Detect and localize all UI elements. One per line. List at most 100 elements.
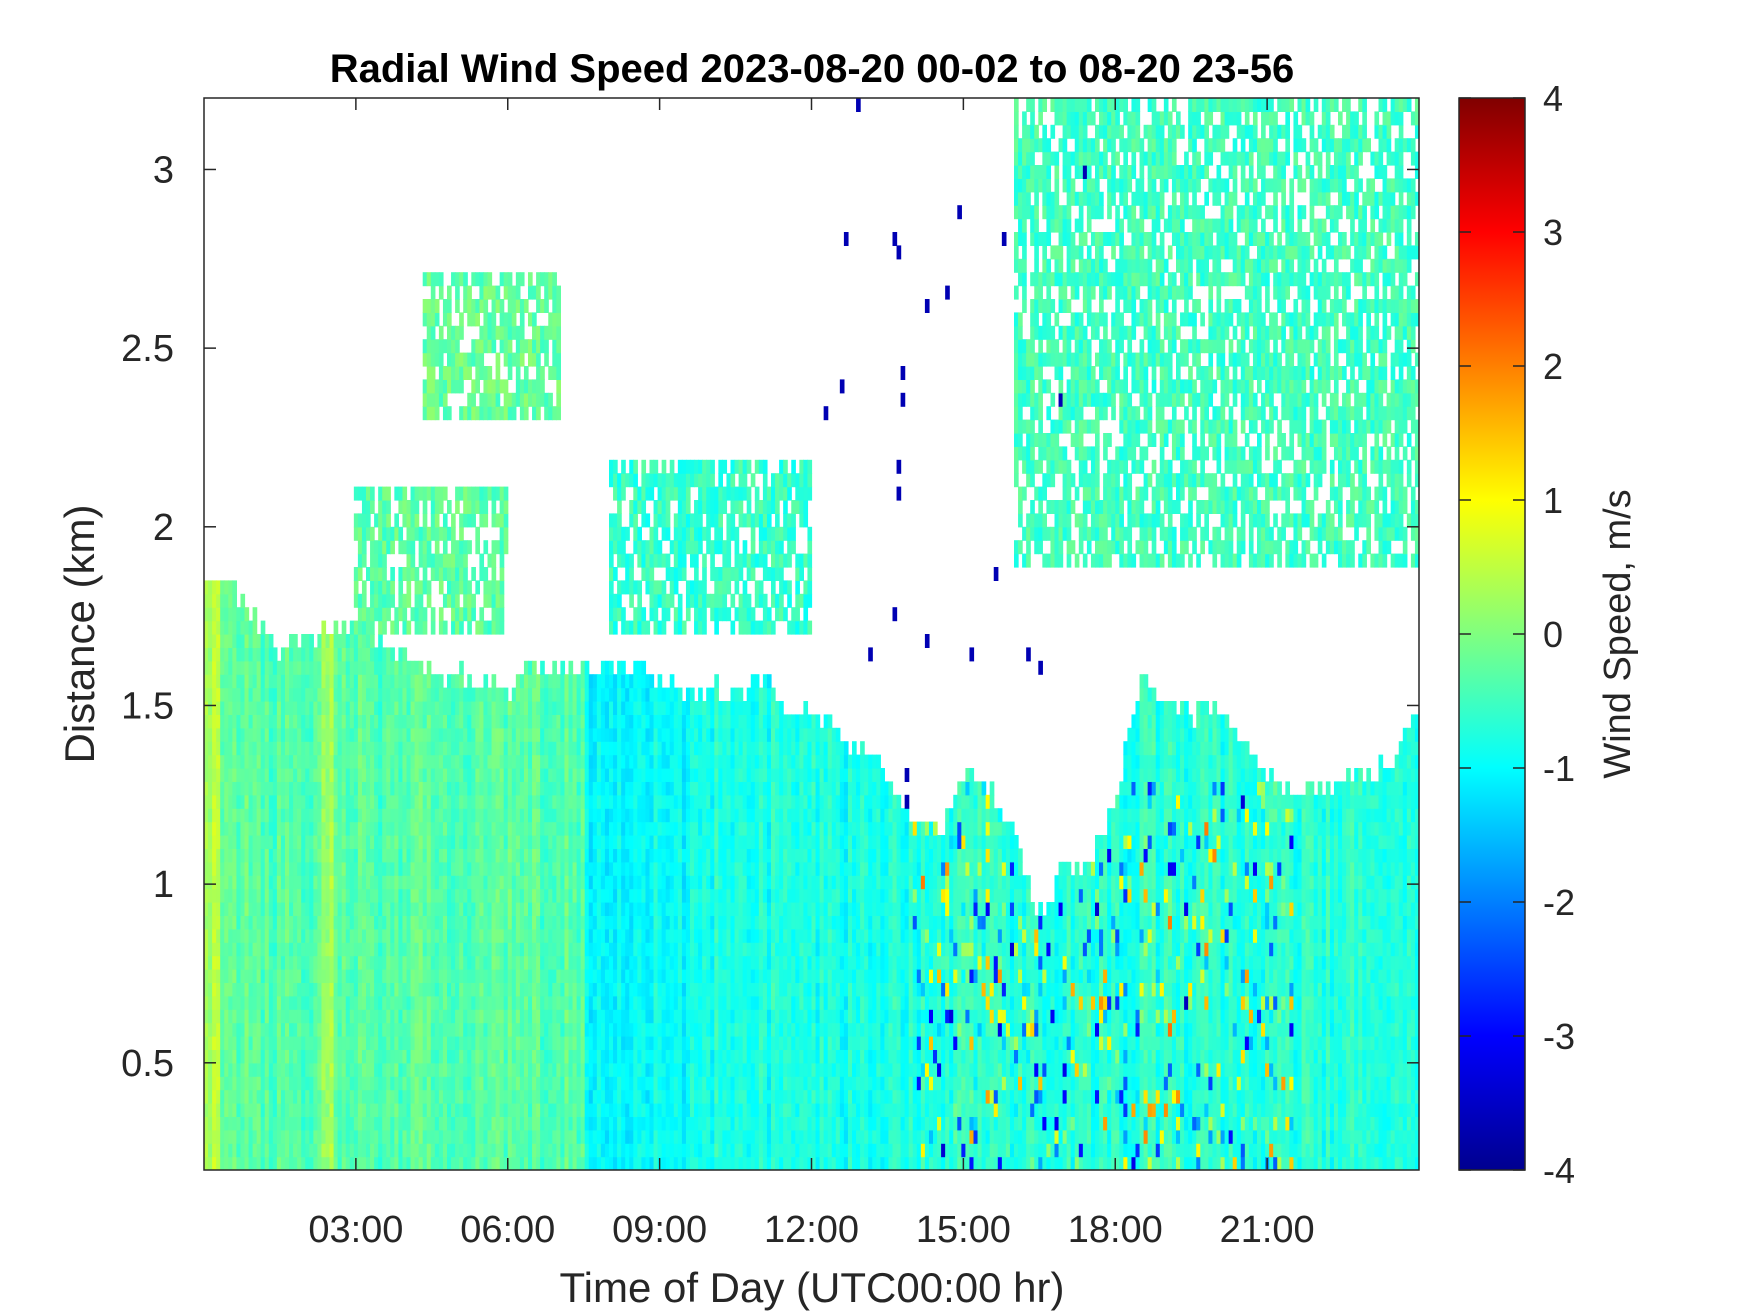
heatmap-cell — [422, 339, 428, 354]
heatmap-cell — [208, 794, 213, 809]
heatmap-cell — [236, 1076, 242, 1091]
heatmap-cell — [475, 272, 480, 287]
heatmap-cell — [609, 955, 614, 970]
heatmap-cell — [600, 835, 606, 849]
heatmap-cell — [499, 379, 505, 394]
heatmap-cell — [629, 580, 634, 595]
heatmap-cell — [349, 928, 355, 943]
heatmap-cell — [451, 821, 456, 836]
heatmap-cell — [451, 620, 456, 635]
heatmap-cell — [463, 1089, 468, 1104]
heatmap-cell — [600, 982, 606, 997]
heatmap-cell — [471, 942, 476, 957]
heatmap-cell — [305, 741, 310, 756]
heatmap-cell — [568, 875, 574, 890]
heatmap-cell — [276, 687, 282, 702]
heatmap-cell — [588, 1116, 594, 1131]
heatmap-cell — [560, 888, 566, 903]
heatmap-cell — [268, 928, 274, 943]
heatmap-cell — [499, 928, 505, 943]
heatmap-cell — [430, 928, 436, 943]
heatmap-cell — [337, 660, 343, 675]
heatmap-cell — [434, 982, 440, 997]
heatmap-cell — [515, 995, 521, 1010]
heatmap-cell — [609, 794, 614, 809]
heatmap-cell — [442, 741, 448, 756]
heatmap-cell — [370, 553, 375, 568]
heatmap-cell — [564, 995, 570, 1010]
heatmap-cell — [613, 1036, 618, 1050]
heatmap-cell — [301, 1049, 306, 1064]
heatmap-cell — [451, 902, 456, 916]
heatmap-cell — [272, 701, 278, 715]
heatmap-cell — [272, 942, 278, 957]
heatmap-cell — [289, 674, 294, 689]
heatmap-cell — [507, 1103, 513, 1117]
heatmap-cell — [260, 634, 266, 648]
heatmap-cell — [641, 995, 647, 1010]
heatmap-cell — [499, 741, 505, 756]
heatmap-cell — [617, 660, 622, 675]
heatmap-cell — [264, 768, 270, 782]
heatmap-cell — [293, 727, 298, 742]
heatmap-cell — [455, 486, 460, 501]
heatmap-cell — [430, 392, 436, 407]
heatmap-cell — [556, 821, 561, 836]
heatmap-cell — [523, 727, 529, 742]
heatmap-cell — [572, 741, 578, 756]
heatmap-cell — [378, 1089, 383, 1104]
heatmap-cell — [499, 526, 505, 541]
heatmap-cell — [515, 915, 521, 930]
heatmap-cell — [268, 741, 274, 756]
heatmap-cell — [382, 513, 387, 528]
heatmap-cell — [438, 500, 444, 514]
heatmap-cell — [361, 861, 367, 876]
heatmap-cell — [353, 660, 359, 675]
heatmap-cell — [382, 955, 387, 970]
heatmap-cell — [430, 701, 436, 715]
heatmap-cell — [204, 1129, 209, 1144]
heatmap-cell — [418, 1103, 424, 1117]
heatmap-cell — [613, 473, 618, 488]
heatmap-cell — [402, 995, 408, 1010]
heatmap-cell — [321, 634, 327, 648]
heatmap-cell — [268, 1103, 274, 1117]
heatmap-cell — [459, 995, 464, 1010]
heatmap-cell — [455, 969, 460, 983]
heatmap-cell — [633, 714, 638, 729]
heatmap-cell — [240, 969, 246, 983]
heatmap-cell — [523, 1129, 529, 1144]
heatmap-cell — [536, 299, 541, 313]
heatmap-cell — [588, 902, 594, 916]
heatmap-cell — [418, 861, 424, 876]
heatmap-cell — [297, 781, 302, 796]
heatmap-cell — [442, 299, 448, 313]
heatmap-cell — [479, 299, 485, 313]
heatmap-cell — [212, 1116, 217, 1131]
heatmap-cell — [216, 1076, 221, 1091]
heatmap-cell — [325, 821, 331, 836]
heatmap-cell — [208, 1009, 213, 1024]
heatmap-cell — [637, 540, 642, 555]
heatmap-cell — [532, 325, 537, 340]
heatmap-cell — [390, 1103, 395, 1117]
heatmap-cell — [475, 888, 480, 903]
heatmap-cell — [353, 647, 359, 662]
heatmap-cell — [248, 1022, 254, 1037]
heatmap-cell — [584, 1022, 590, 1037]
heatmap-cell — [649, 1089, 655, 1104]
heatmap-cell — [503, 486, 509, 501]
heatmap-cell — [540, 392, 545, 407]
heatmap-cell — [224, 1076, 229, 1091]
heatmap-cell — [617, 1062, 622, 1077]
heatmap-cell — [536, 352, 541, 367]
heatmap-cell — [256, 634, 262, 648]
heatmap-cell — [232, 1156, 237, 1170]
heatmap-cell — [499, 1156, 505, 1170]
heatmap-cell — [572, 902, 578, 916]
heatmap-cell — [321, 1156, 327, 1170]
heatmap-cell — [280, 1129, 286, 1144]
heatmap-cell — [515, 727, 521, 742]
heatmap-cell — [503, 741, 509, 756]
heatmap-cell — [528, 861, 533, 876]
